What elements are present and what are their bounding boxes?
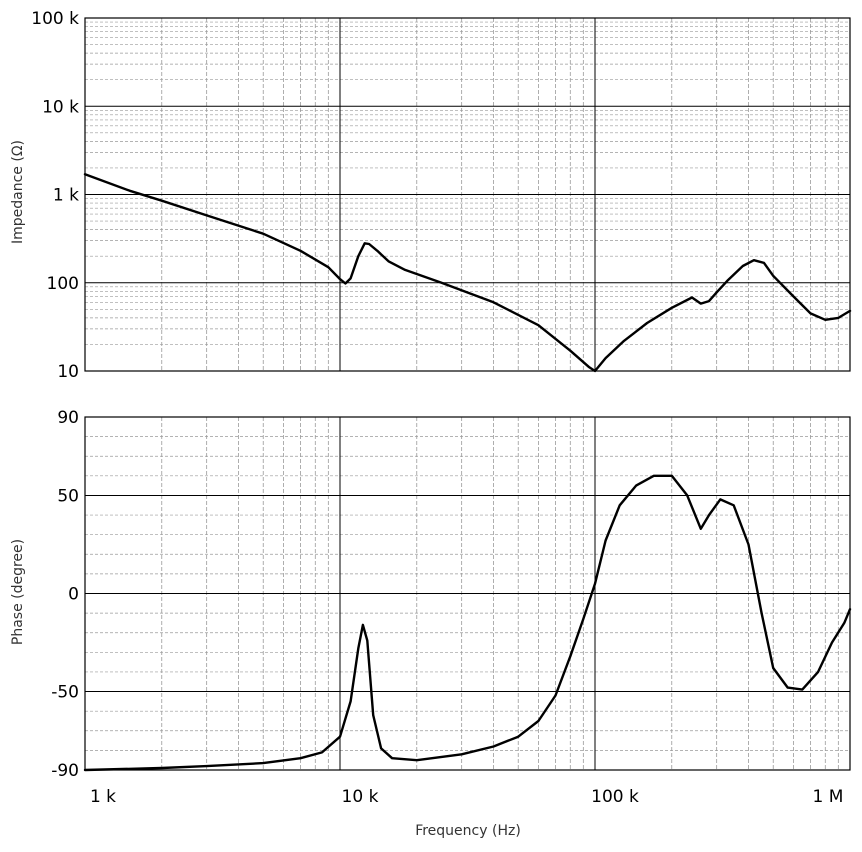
phase-panel: -90 -50 0 50 90	[51, 408, 852, 781]
x-tick-label: 100 k	[591, 787, 639, 807]
phase-y-tick-label: 90	[57, 408, 79, 428]
x-tick-label: 1 M	[813, 787, 844, 807]
impedance-y-tick-label: 100	[47, 274, 79, 294]
phase-plot-frame	[84, 416, 851, 771]
phase-y-tick-label: 0	[68, 585, 79, 605]
impedance-y-tick-label: 10 k	[42, 97, 79, 117]
impedance-plot-frame	[84, 17, 851, 372]
frequency-axis-label: Frequency (Hz)	[415, 823, 521, 839]
phase-series-line	[83, 474, 852, 772]
impedance-axis-label: Impedance (Ω)	[10, 140, 26, 244]
impedance-y-tick-label: 100 k	[31, 9, 79, 29]
x-tick-label: 1 k	[90, 787, 116, 807]
phase-y-tick-label: -50	[51, 683, 79, 703]
impedance-y-tick-label: 1 k	[53, 186, 79, 206]
frequency-axis: 1 k 10 k 100 k 1 M	[90, 787, 843, 807]
impedance-series-line	[83, 173, 852, 373]
impedance-y-tick-label: 10	[57, 362, 79, 382]
x-tick-label: 10 k	[342, 787, 379, 807]
phase-axis-label: Phase (degree)	[10, 539, 26, 645]
impedance-panel: 10 100 1 k 10 k 100 k	[31, 9, 852, 382]
phase-y-tick-label: -90	[51, 761, 79, 781]
phase-y-tick-label: 50	[57, 486, 79, 506]
